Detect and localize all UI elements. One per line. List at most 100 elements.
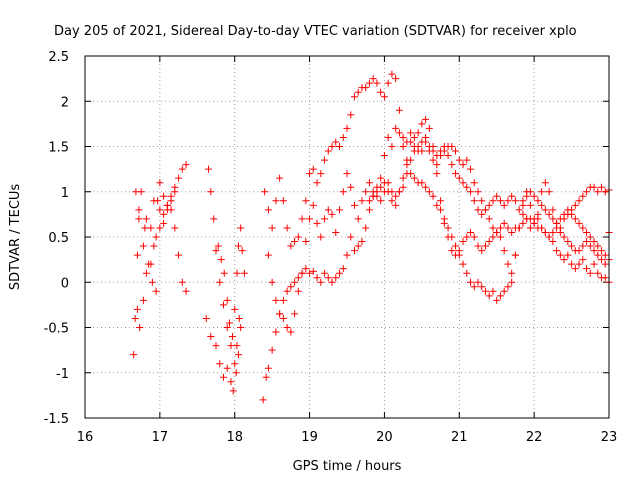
data-point bbox=[332, 228, 340, 236]
data-point bbox=[392, 192, 400, 200]
x-tick-label: 23 bbox=[601, 430, 618, 445]
data-point bbox=[545, 188, 553, 196]
data-point bbox=[448, 143, 456, 150]
data-point bbox=[425, 188, 433, 196]
data-point bbox=[530, 219, 538, 227]
data-point bbox=[171, 188, 179, 196]
data-point bbox=[163, 206, 171, 214]
data-point bbox=[515, 206, 523, 214]
data-point bbox=[306, 215, 314, 223]
data-point bbox=[156, 179, 164, 187]
data-point bbox=[373, 188, 381, 196]
data-point bbox=[526, 201, 534, 209]
data-point bbox=[418, 147, 426, 155]
data-point bbox=[321, 269, 329, 277]
data-point bbox=[452, 147, 460, 155]
data-point bbox=[511, 251, 519, 259]
data-point bbox=[139, 296, 147, 304]
data-point bbox=[328, 210, 336, 218]
data-point bbox=[207, 188, 215, 196]
data-point bbox=[133, 251, 141, 259]
data-point bbox=[407, 129, 415, 137]
data-point bbox=[377, 88, 385, 96]
data-point bbox=[418, 120, 426, 128]
data-point bbox=[414, 129, 422, 137]
data-point bbox=[467, 278, 475, 286]
data-point bbox=[142, 215, 150, 223]
data-point bbox=[575, 247, 583, 255]
data-point bbox=[455, 174, 463, 182]
data-point bbox=[590, 247, 598, 255]
data-point bbox=[324, 206, 332, 214]
data-point bbox=[384, 79, 392, 87]
data-point bbox=[534, 197, 542, 205]
data-point bbox=[467, 228, 475, 236]
series-track-e bbox=[202, 314, 245, 395]
data-point bbox=[489, 197, 497, 205]
data-point bbox=[429, 147, 437, 155]
data-point bbox=[583, 238, 591, 246]
data-point bbox=[283, 287, 291, 295]
data-point bbox=[388, 70, 396, 78]
data-point bbox=[549, 228, 557, 236]
x-axis-label: GPS time / hours bbox=[293, 459, 402, 474]
data-point bbox=[448, 161, 456, 169]
data-point bbox=[399, 174, 407, 182]
data-point bbox=[339, 188, 347, 196]
data-point bbox=[504, 197, 512, 205]
data-point bbox=[459, 179, 467, 187]
data-point bbox=[207, 333, 215, 341]
data-point bbox=[178, 165, 186, 173]
data-point bbox=[500, 219, 508, 227]
data-point bbox=[309, 267, 317, 275]
data-point bbox=[586, 233, 594, 241]
data-point bbox=[287, 242, 295, 250]
data-point bbox=[496, 233, 504, 241]
data-point bbox=[429, 192, 437, 200]
data-point bbox=[388, 143, 396, 150]
data-point bbox=[210, 215, 218, 223]
data-point bbox=[384, 188, 392, 196]
data-point bbox=[279, 296, 287, 304]
data-point bbox=[272, 296, 280, 304]
data-point bbox=[362, 188, 370, 196]
data-point bbox=[287, 283, 295, 291]
data-point bbox=[534, 210, 542, 218]
data-point bbox=[395, 106, 403, 114]
data-point bbox=[601, 260, 609, 268]
data-point bbox=[594, 251, 602, 259]
data-point bbox=[541, 228, 549, 236]
data-point bbox=[202, 314, 210, 322]
data-point bbox=[422, 115, 430, 123]
data-point bbox=[519, 210, 527, 218]
data-point bbox=[437, 206, 445, 214]
data-point bbox=[601, 188, 609, 196]
data-point bbox=[150, 242, 158, 250]
data-point bbox=[302, 197, 310, 205]
data-point bbox=[440, 215, 448, 223]
data-point bbox=[433, 170, 441, 178]
data-point bbox=[463, 156, 471, 164]
data-point bbox=[433, 201, 441, 209]
data-point bbox=[459, 260, 467, 268]
data-point bbox=[205, 165, 213, 173]
data-point bbox=[470, 197, 478, 205]
data-point bbox=[233, 269, 241, 277]
y-tick-label: 0.5 bbox=[48, 231, 69, 246]
data-point bbox=[302, 265, 310, 273]
data-point bbox=[519, 197, 527, 205]
data-point bbox=[474, 242, 482, 250]
data-point bbox=[560, 233, 568, 241]
data-point bbox=[598, 183, 606, 191]
data-point bbox=[470, 233, 478, 241]
data-point bbox=[452, 251, 460, 259]
data-point bbox=[135, 206, 143, 214]
x-tick-label: 18 bbox=[226, 430, 243, 445]
data-point bbox=[504, 283, 512, 291]
data-point bbox=[489, 233, 497, 241]
data-point bbox=[298, 215, 306, 223]
data-point bbox=[264, 206, 272, 214]
data-point bbox=[362, 84, 370, 92]
